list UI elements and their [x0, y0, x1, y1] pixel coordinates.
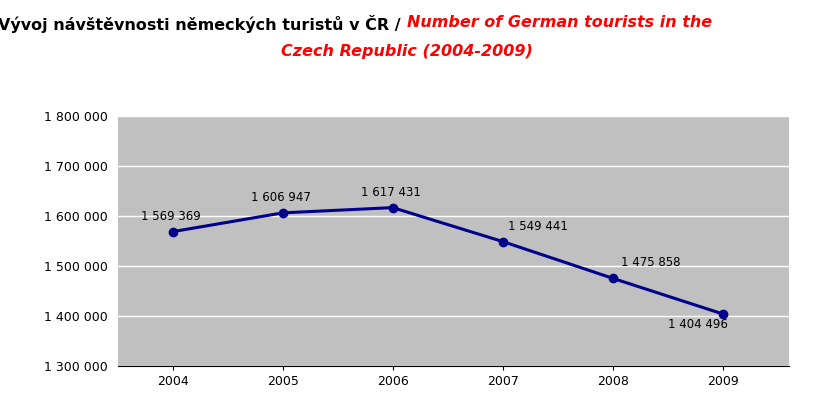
Text: 1 617 431: 1 617 431	[361, 186, 420, 198]
Text: 1 475 858: 1 475 858	[621, 256, 681, 269]
Text: 1 569 369: 1 569 369	[141, 210, 201, 223]
Text: Number of German tourists in the: Number of German tourists in the	[406, 15, 711, 30]
Text: 1 404 496: 1 404 496	[668, 318, 728, 332]
Text: 1 606 947: 1 606 947	[250, 191, 311, 204]
Text: 1 549 441: 1 549 441	[508, 220, 568, 233]
Text: Czech Republic (2004-2009): Czech Republic (2004-2009)	[280, 44, 533, 59]
Text: Vývoj návštěvnosti německých turistů v ČR /: Vývoj návštěvnosti německých turistů v Č…	[0, 15, 406, 32]
